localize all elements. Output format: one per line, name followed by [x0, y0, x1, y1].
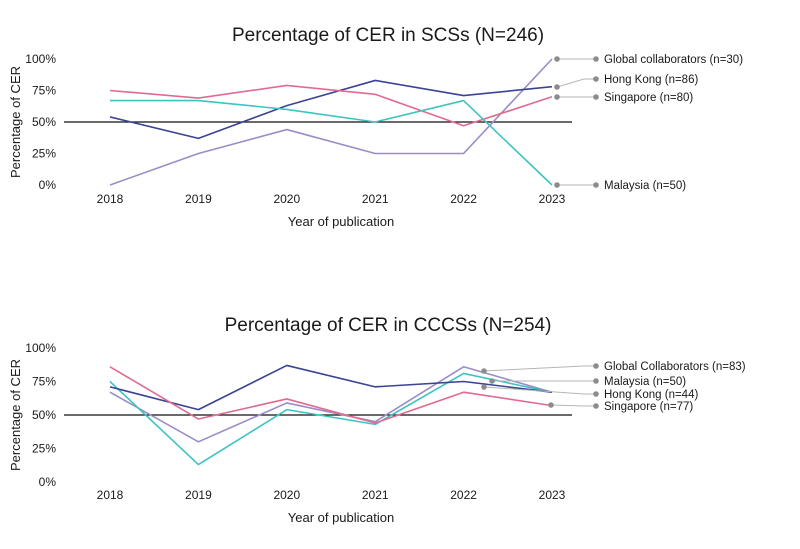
legend-label-hong-kong: Hong Kong (n=44) [604, 389, 698, 401]
x-tick-label: 2023 [539, 488, 566, 502]
chart-title: Percentage of CER in CCCSs (N=254) [225, 315, 552, 336]
y-axis-label: Percentage of CER [8, 359, 23, 471]
legend-leader-line [550, 404, 596, 407]
series-line-singapore [109, 84, 553, 127]
y-tick-label: 0% [39, 475, 57, 489]
legend-label-global-collaborators: Global collaborators (n=30) [604, 54, 743, 66]
legend-label-malaysia: Malaysia (n=50) [604, 376, 686, 388]
series-line-hong-kong [109, 364, 553, 411]
legend-leader-line [556, 78, 596, 88]
legend-marker-start [489, 378, 495, 384]
legend-marker-end [593, 378, 599, 384]
x-tick-label: 2020 [273, 192, 300, 206]
y-tick-label: 25% [32, 147, 56, 161]
legend-marker-start [554, 56, 560, 62]
legend-marker-start [481, 368, 487, 374]
series-line-global-collaborators [109, 58, 553, 186]
legend-label-global-collaborators: Global Collaborators (n=83) [604, 361, 746, 373]
x-axis-label: Year of publication [288, 510, 395, 525]
series-line-malaysia [110, 99, 553, 186]
x-tick-label: 2022 [450, 488, 477, 502]
x-tick-label: 2018 [97, 192, 124, 206]
x-tick-label: 2018 [97, 488, 124, 502]
series-line-global-collaborators [109, 365, 553, 443]
legend-marker-end [593, 391, 599, 397]
legend-marker-start [554, 182, 560, 188]
x-tick-label: 2022 [450, 192, 477, 206]
x-tick-label: 2021 [362, 488, 389, 502]
y-tick-label: 75% [32, 375, 56, 389]
y-tick-label: 25% [32, 442, 56, 456]
legend-marker-end [593, 403, 599, 409]
legend-marker-start [548, 402, 554, 408]
y-tick-label: 100% [25, 52, 56, 66]
x-tick-label: 2019 [185, 488, 212, 502]
y-tick-label: 50% [32, 408, 56, 422]
y-tick-label: 0% [39, 178, 57, 192]
legend-label-hong-kong: Hong Kong (n=86) [604, 74, 698, 86]
series-line-singapore [109, 366, 553, 424]
series-line-hong-kong [109, 79, 553, 140]
legend-label-singapore: Singapore (n=80) [604, 92, 693, 104]
legend-marker-end [593, 94, 599, 100]
x-tick-label: 2021 [362, 192, 389, 206]
x-axis-label: Year of publication [288, 214, 395, 229]
chart-cccss: Percentage of CER in CCCSs (N=254) 0% 25% 5… [8, 315, 746, 525]
y-tick-label: 50% [32, 115, 56, 129]
series-line-malaysia [109, 372, 553, 466]
legend-marker-start [554, 84, 560, 90]
x-tick-label: 2023 [539, 192, 566, 206]
y-tick-label: 75% [32, 84, 56, 98]
legend-label-singapore: Singapore (n=77) [604, 401, 693, 413]
legend-marker-end [593, 363, 599, 369]
legend-marker-start [481, 384, 487, 390]
legend-marker-end [593, 56, 599, 62]
x-tick-label: 2019 [185, 192, 212, 206]
y-tick-label: 100% [25, 341, 56, 355]
y-axis-label: Percentage of CER [8, 66, 23, 178]
x-tick-label: 2020 [273, 488, 300, 502]
legend-marker-end [593, 182, 599, 188]
legend-label-malaysia: Malaysia (n=50) [604, 180, 686, 192]
legend-marker-start [554, 94, 560, 100]
chart-scss: Percentage of CER in SCSs (N=246) 0% 25% 50… [8, 25, 743, 229]
chart-title: Percentage of CER in SCSs (N=246) [232, 25, 544, 46]
legend-leader-line [483, 365, 596, 372]
legend-marker-end [593, 76, 599, 82]
legend-leader-line [483, 386, 596, 395]
